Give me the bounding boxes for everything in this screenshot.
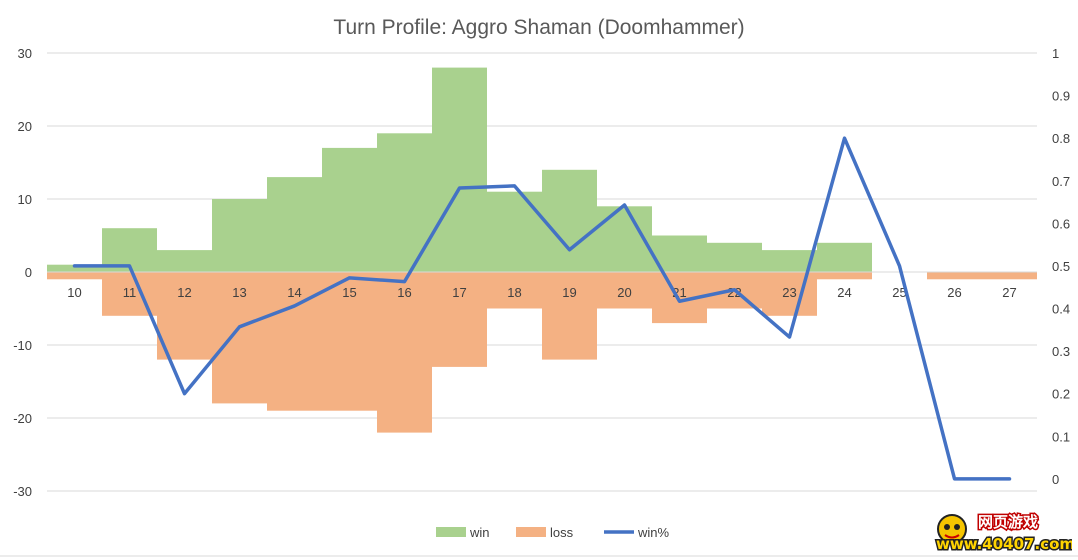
category-label: 20 (617, 285, 631, 300)
category-label: 11 (123, 285, 137, 300)
right-tick-label: 0.6 (1052, 216, 1070, 231)
watermark-line1: 网页游戏 (978, 513, 1038, 531)
left-tick-label: 10 (18, 192, 32, 207)
bar-loss-10 (47, 272, 102, 280)
bar-loss-16 (377, 272, 432, 433)
bar-loss-24 (817, 272, 872, 280)
left-tick-label: 0 (25, 265, 32, 280)
right-tick-label: 0.5 (1052, 259, 1070, 274)
bar-win-19 (542, 169, 597, 272)
category-label: 19 (562, 285, 576, 300)
right-tick-label: 0.3 (1052, 344, 1070, 359)
right-tick-label: 0.4 (1052, 302, 1070, 317)
category-label: 25 (892, 285, 906, 300)
legend: win loss win% (436, 525, 670, 540)
bar-loss-12 (157, 272, 212, 360)
left-tick-label: -30 (13, 484, 32, 499)
legend-label-loss: loss (550, 525, 574, 540)
legend-swatch-win (436, 527, 466, 537)
category-label: 24 (837, 285, 851, 300)
bar-loss-26 (927, 272, 982, 280)
bar-loss-20 (597, 272, 652, 309)
category-label: 23 (782, 285, 796, 300)
left-tick-label: 20 (18, 119, 32, 134)
bar-loss-13 (212, 272, 267, 404)
legend-label-win: win (469, 525, 490, 540)
right-axis-ticks: 1 0.9 0.8 0.7 0.6 0.5 0.4 0.3 0.2 0.1 0 (1052, 46, 1070, 487)
category-label: 18 (507, 285, 521, 300)
category-label: 15 (342, 285, 356, 300)
watermark-logo: 网页游戏 www.40407.com (934, 507, 1077, 555)
right-tick-label: 0.8 (1052, 131, 1070, 146)
category-label: 27 (1002, 285, 1016, 300)
chart-title: Turn Profile: Aggro Shaman (Doomhammer) (333, 16, 744, 39)
right-tick-label: 0.1 (1052, 429, 1070, 444)
category-label: 14 (287, 285, 301, 300)
bar-loss-27 (982, 272, 1037, 280)
category-label: 17 (452, 285, 466, 300)
bar-loss-18 (487, 272, 542, 309)
category-label: 13 (232, 285, 246, 300)
legend-label-win%: win% (637, 525, 670, 540)
right-tick-label: 0.2 (1052, 387, 1070, 402)
bar-win-24 (817, 242, 872, 272)
left-tick-label: -20 (13, 411, 32, 426)
bar-win-10 (47, 264, 102, 272)
win-percent-line (72, 136, 1012, 481)
bar-win-13 (212, 199, 267, 272)
right-tick-label: 0.9 (1052, 89, 1070, 104)
bar-win-14 (267, 177, 322, 272)
category-labels: 10 11 12 13 14 15 16 17 18 19 20 21 22 23 24 25 26 27 (67, 285, 1016, 300)
bar-win-22 (707, 242, 762, 272)
category-label: 16 (397, 285, 411, 300)
category-label: 10 (67, 285, 81, 300)
right-tick-label: 0.7 (1052, 174, 1070, 189)
right-tick-label: 1 (1052, 46, 1059, 61)
bar-loss-15 (322, 272, 377, 411)
bar-loss-23 (762, 272, 817, 316)
bar-win-12 (157, 250, 212, 272)
bar-win-23 (762, 250, 817, 272)
watermark-line2: www.40407.com (936, 535, 1072, 553)
left-tick-label: -10 (13, 338, 32, 353)
category-label: 12 (177, 285, 191, 300)
bar-loss-17 (432, 272, 487, 367)
bar-win-15 (322, 147, 377, 272)
right-tick-label: 0 (1052, 472, 1059, 487)
line-win% (72, 136, 1012, 481)
left-axis-ticks: 30 20 10 0 -10 -20 -30 (13, 46, 32, 499)
category-label: 26 (947, 285, 961, 300)
left-tick-label: 30 (18, 46, 32, 61)
bar-win-17 (432, 67, 487, 272)
legend-swatch-loss (516, 527, 546, 537)
bar-win-18 (487, 191, 542, 272)
bar-loss-19 (542, 272, 597, 360)
